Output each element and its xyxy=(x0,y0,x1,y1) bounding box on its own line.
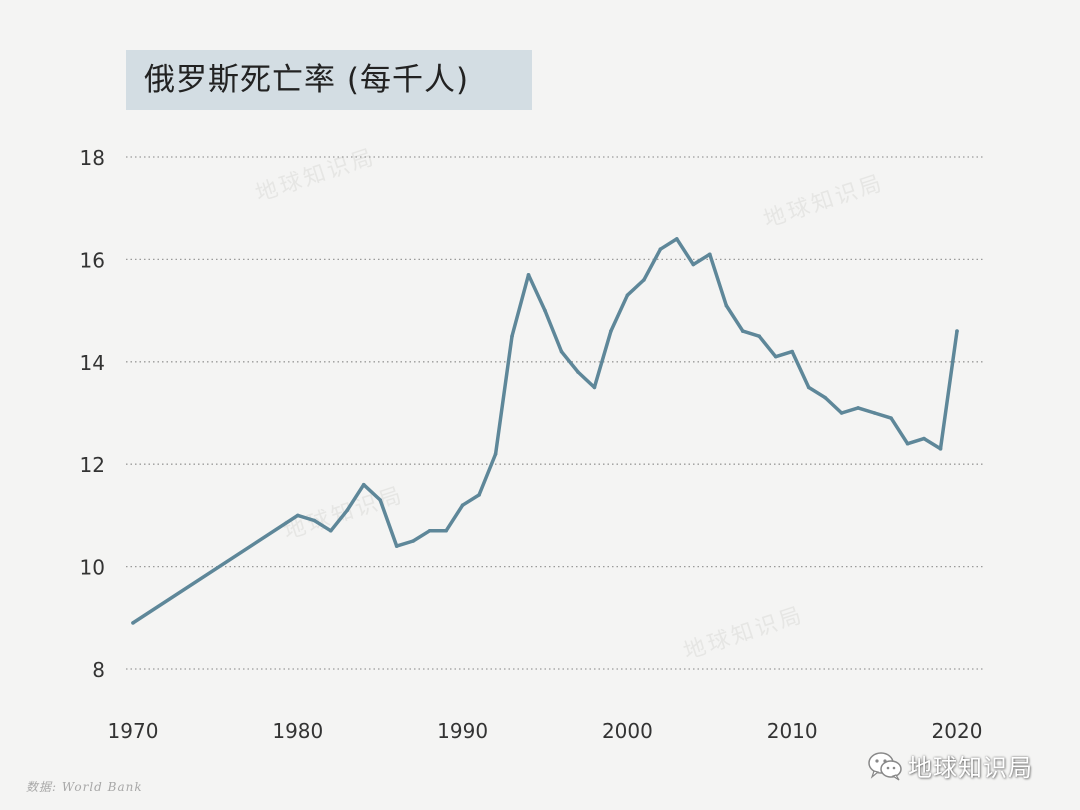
data-point xyxy=(790,349,794,354)
data-point xyxy=(477,493,481,497)
brand-text: 地球知识局 xyxy=(908,754,1033,782)
data-point xyxy=(444,528,448,533)
data-point xyxy=(625,293,630,298)
data-point xyxy=(345,508,350,513)
data-point xyxy=(328,528,333,533)
data-point xyxy=(691,262,696,267)
x-axis: 1970 1980 1990 2000 2010 2020 xyxy=(108,719,983,743)
x-tick-label: 1970 xyxy=(108,719,159,743)
brand-watermark: 地球知识局 xyxy=(866,748,1033,783)
source-note: 数据: World Bank xyxy=(26,780,143,794)
x-tick-label: 1980 xyxy=(272,719,323,743)
y-tick-label: 18 xyxy=(80,146,105,170)
data-point xyxy=(131,621,135,625)
data-point xyxy=(394,544,399,548)
data-point xyxy=(889,416,893,420)
watermark: 地球知识局 xyxy=(253,145,380,207)
watermarks: 地球知识局 地球知识局 地球知识局 地球知识局 xyxy=(253,145,888,665)
data-point xyxy=(905,441,910,446)
data-point xyxy=(642,278,646,282)
series-line xyxy=(131,237,959,625)
data-point xyxy=(856,406,860,410)
x-tick-label: 2010 xyxy=(767,719,818,743)
data-point xyxy=(675,237,679,241)
data-point xyxy=(724,303,729,308)
wechat-icon xyxy=(868,751,902,780)
data-point xyxy=(576,370,580,374)
data-point xyxy=(773,354,778,359)
data-point xyxy=(872,411,877,415)
x-tick-label: 1990 xyxy=(437,719,488,743)
grid xyxy=(126,156,984,670)
chart-title: 俄罗斯死亡率 (每千人) xyxy=(144,62,470,98)
data-point xyxy=(460,503,465,507)
y-tick-label: 14 xyxy=(80,351,105,375)
data-point xyxy=(757,334,762,339)
chart-title-box: 俄罗斯死亡率 (每千人) xyxy=(126,50,532,110)
data-point xyxy=(361,482,366,487)
data-point xyxy=(378,498,383,502)
watermark: 地球知识局 xyxy=(761,171,888,233)
data-point xyxy=(526,272,531,277)
y-axis: 8 10 12 14 16 18 xyxy=(80,146,105,682)
data-point xyxy=(609,329,613,333)
data-point xyxy=(592,385,597,390)
data-point xyxy=(806,385,811,390)
data-points xyxy=(131,237,959,625)
watermark: 地球知识局 xyxy=(681,603,808,665)
y-tick-label: 12 xyxy=(80,453,105,477)
data-point xyxy=(823,395,827,400)
data-point xyxy=(559,349,564,354)
x-tick-label: 2020 xyxy=(932,719,983,743)
y-tick-label: 10 xyxy=(80,556,105,580)
data-point xyxy=(296,513,300,518)
data-point xyxy=(493,452,498,456)
data-point xyxy=(955,329,959,333)
data-point xyxy=(411,539,415,543)
y-tick-label: 8 xyxy=(92,658,105,682)
data-point xyxy=(839,411,844,415)
data-point xyxy=(708,252,712,257)
data-point xyxy=(938,447,943,451)
data-point xyxy=(312,518,317,523)
data-point xyxy=(740,329,745,333)
data-point xyxy=(922,436,926,441)
data-point xyxy=(543,308,547,313)
data-point xyxy=(510,334,514,339)
data-point xyxy=(427,528,432,533)
x-tick-label: 2000 xyxy=(602,719,653,743)
y-tick-label: 16 xyxy=(80,248,105,272)
data-point xyxy=(658,247,663,251)
